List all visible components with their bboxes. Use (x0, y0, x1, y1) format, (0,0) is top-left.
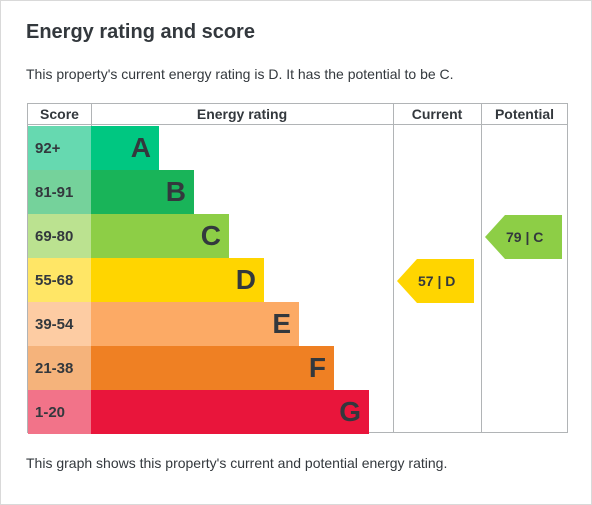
score-cell: 81-91 (28, 170, 91, 214)
intro-text: This property's current energy rating is… (26, 66, 454, 82)
rating-bar-b: B (91, 170, 194, 214)
current-rating-arrow: 57 | D (397, 259, 474, 303)
rating-bar-f: F (91, 346, 334, 390)
score-cell: 69-80 (28, 214, 91, 258)
chart-header-row: Score Energy rating Current Potential (28, 104, 567, 125)
column-divider (393, 104, 394, 432)
rating-bar-a: A (91, 126, 159, 170)
potential-header: Potential (494, 106, 555, 122)
score-cell: 39-54 (28, 302, 91, 346)
footer-text: This graph shows this property's current… (26, 455, 448, 471)
page-title: Energy rating and score (26, 21, 255, 43)
score-cell: 55-68 (28, 258, 91, 302)
energy-rating-header: Energy rating (196, 106, 288, 122)
score-cell: 21-38 (28, 346, 91, 390)
current-header: Current (411, 106, 463, 122)
rating-bar-e: E (91, 302, 299, 346)
score-cell: 92+ (28, 126, 91, 170)
score-header: Score (40, 106, 79, 122)
rating-bar-d: D (91, 258, 264, 302)
energy-rating-chart: Score Energy rating Current Potential 92… (27, 103, 568, 434)
column-divider (481, 104, 482, 432)
rating-bar-g: G (91, 390, 369, 434)
score-cell: 1-20 (28, 390, 91, 434)
potential-rating-label: 79 | C (506, 229, 544, 245)
current-rating-label: 57 | D (418, 273, 456, 289)
potential-rating-arrow: 79 | C (485, 215, 562, 259)
rating-bar-c: C (91, 214, 229, 258)
